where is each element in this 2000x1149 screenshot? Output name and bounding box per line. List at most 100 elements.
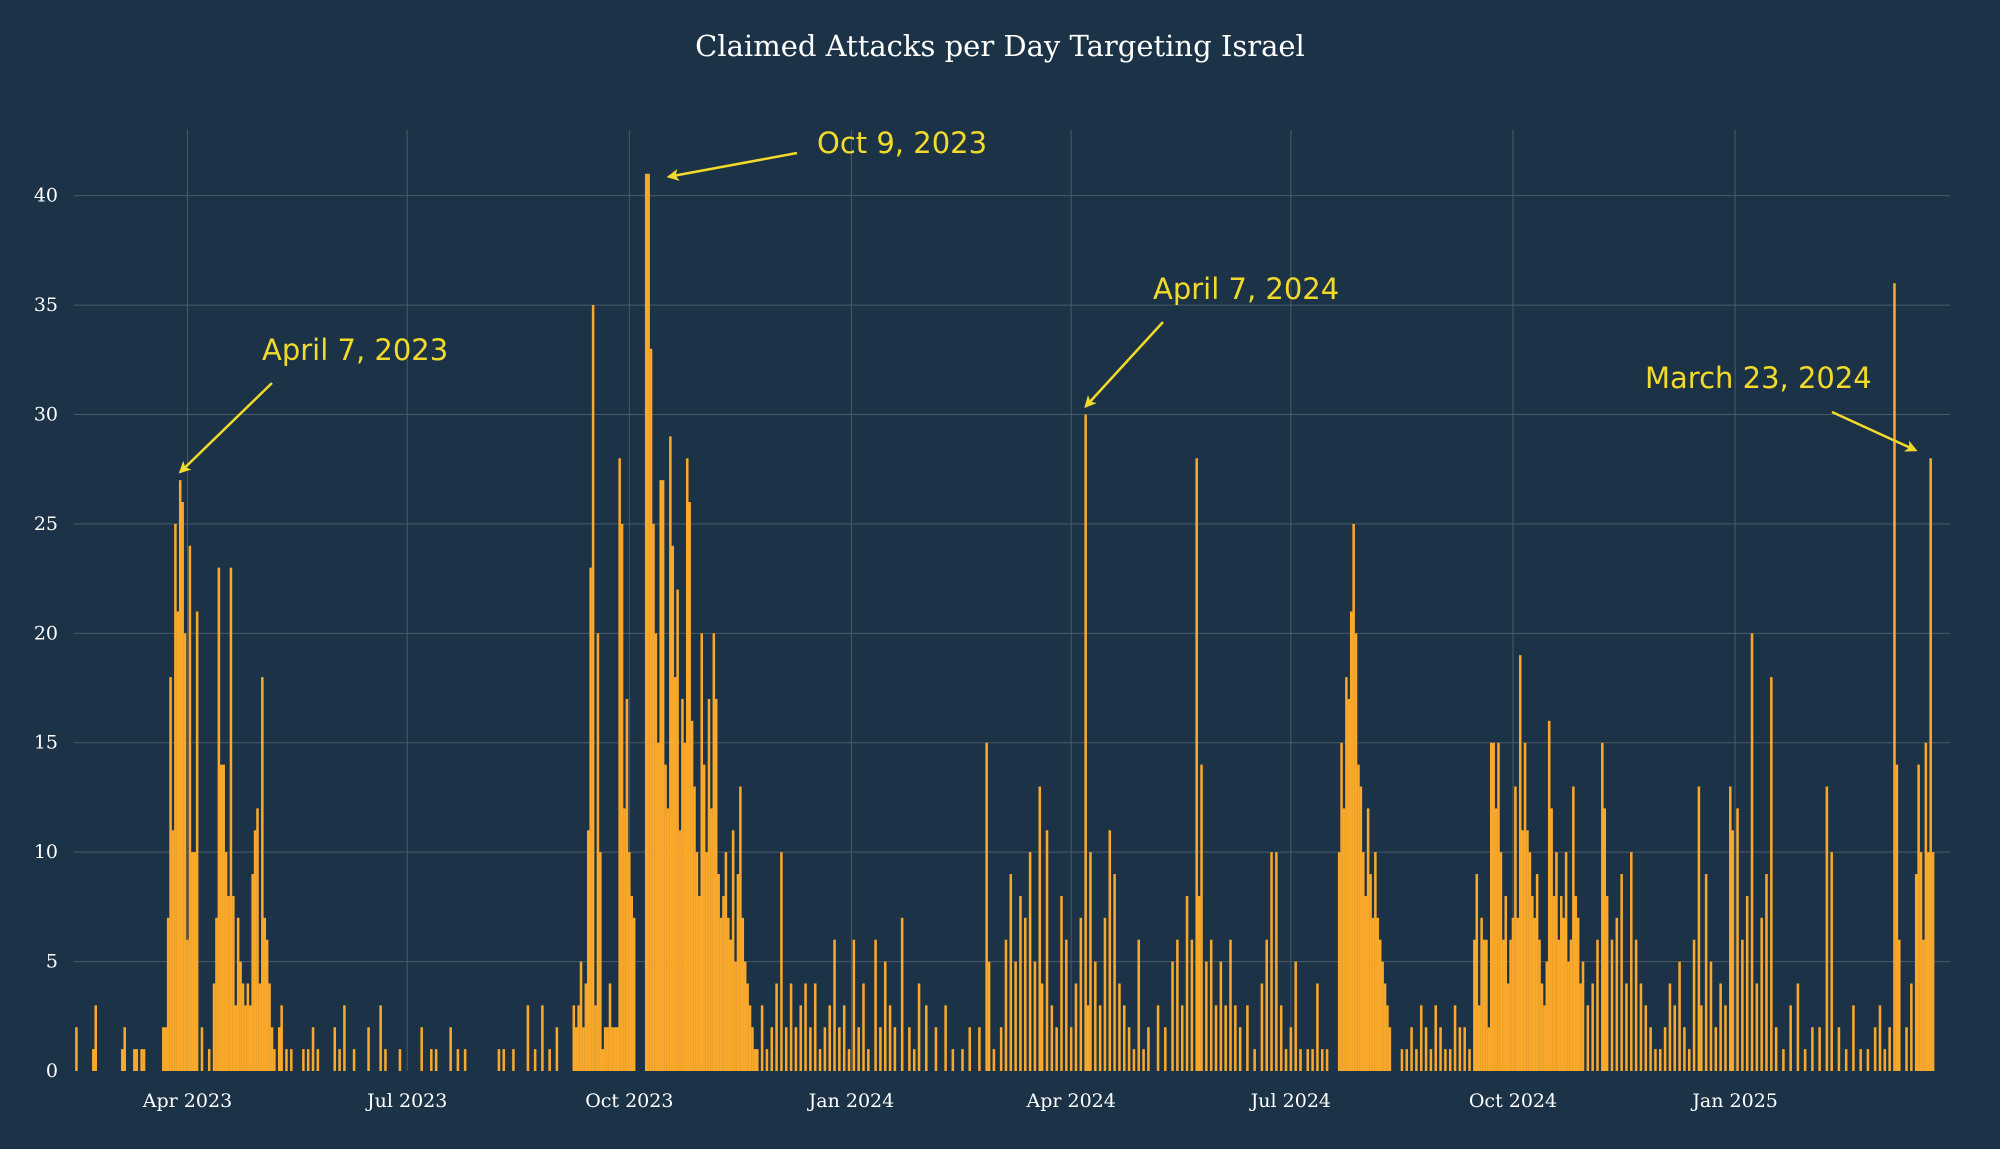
bar [823,1027,827,1071]
bar [1480,917,1483,1071]
bar [1074,983,1078,1071]
bar [1019,895,1022,1071]
bar [251,874,254,1071]
bar [217,567,221,1071]
bar [818,1049,822,1071]
bar [1127,1027,1131,1071]
bar [142,1049,146,1071]
bar [1079,917,1083,1071]
bar [1603,808,1607,1071]
bar [1084,414,1087,1071]
bar [1038,786,1042,1071]
bar [1364,895,1367,1071]
bar [944,1005,947,1071]
bar [1796,983,1800,1071]
x-tick-label: Jul 2024 [1249,1090,1331,1112]
bar [606,1027,609,1071]
bar [277,1027,281,1071]
bar [338,1049,341,1071]
bar [654,633,658,1071]
bar [591,305,595,1071]
bar [1878,1005,1882,1071]
bar [681,698,684,1071]
x-tick-label: Oct 2024 [1469,1090,1557,1112]
bar [1463,1027,1466,1071]
bar [661,480,665,1071]
bar [398,1049,402,1071]
bar [1357,764,1360,1071]
bar [579,961,583,1071]
bar [1552,895,1556,1071]
bar [193,852,196,1071]
bar [833,939,836,1071]
bar [420,1027,423,1071]
bar [456,1049,460,1071]
y-axis-ticks: 0 5 10 15 20 25 30 35 40 [34,185,58,1082]
bar [164,1027,168,1071]
annotation-label: April 7, 2024 [1153,272,1339,306]
bar [879,1027,882,1071]
bar [574,1027,578,1071]
bar [1509,939,1512,1071]
bar [215,917,218,1071]
bar [1275,852,1278,1071]
bar [613,1027,617,1071]
bar [1574,895,1578,1071]
bar [1873,1027,1877,1071]
bar [743,961,747,1071]
bar [1811,1027,1814,1071]
x-tick-label: Jul 2023 [365,1090,447,1112]
bar [1086,1005,1090,1071]
bar [1825,786,1829,1071]
x-tick-label: Jan 2025 [1690,1090,1778,1112]
bar [1299,1049,1302,1071]
bar [695,852,699,1071]
bar [1473,939,1476,1071]
bar [434,1049,438,1071]
bar [183,633,187,1071]
bar [727,917,730,1071]
bar [343,1005,346,1071]
bar [1381,961,1384,1071]
y-tick-label: 0 [46,1060,58,1082]
bar [384,1049,387,1071]
bar [1347,698,1351,1071]
bar [589,567,592,1071]
bar [1533,917,1536,1071]
bar [290,1049,293,1071]
bar [934,1027,938,1071]
bar [555,1027,559,1071]
bar [256,808,259,1071]
bar [1750,633,1754,1071]
bar [1634,939,1638,1071]
bar [1325,1049,1329,1071]
x-axis-ticks: Apr 2023 Jul 2023 Oct 2023 Jan 2024 Apr 2024… [142,1090,1778,1112]
bar [512,1049,515,1071]
bar [1219,961,1223,1071]
bar [1229,939,1232,1071]
y-tick-label: 15 [34,732,58,754]
bar [659,480,662,1071]
bar [1910,983,1913,1071]
bar [75,1027,78,1071]
annotation-label: Oct 9, 2023 [817,126,987,160]
bar [1837,1027,1841,1071]
bar [1434,1005,1437,1071]
bar [246,983,250,1071]
bar [1576,917,1580,1071]
bar [700,633,704,1071]
bar [714,698,718,1071]
bar [1065,939,1068,1071]
bar [736,874,740,1071]
bar [502,1049,506,1071]
bar [1770,677,1773,1071]
bar [712,633,716,1071]
bar [615,1027,619,1071]
bar [1164,1027,1167,1071]
bar [1550,808,1553,1071]
bar [1253,1049,1256,1071]
bar [664,764,667,1071]
x-tick-label: Jan 2024 [807,1090,895,1112]
bar [311,1027,315,1071]
bar [1560,895,1563,1071]
